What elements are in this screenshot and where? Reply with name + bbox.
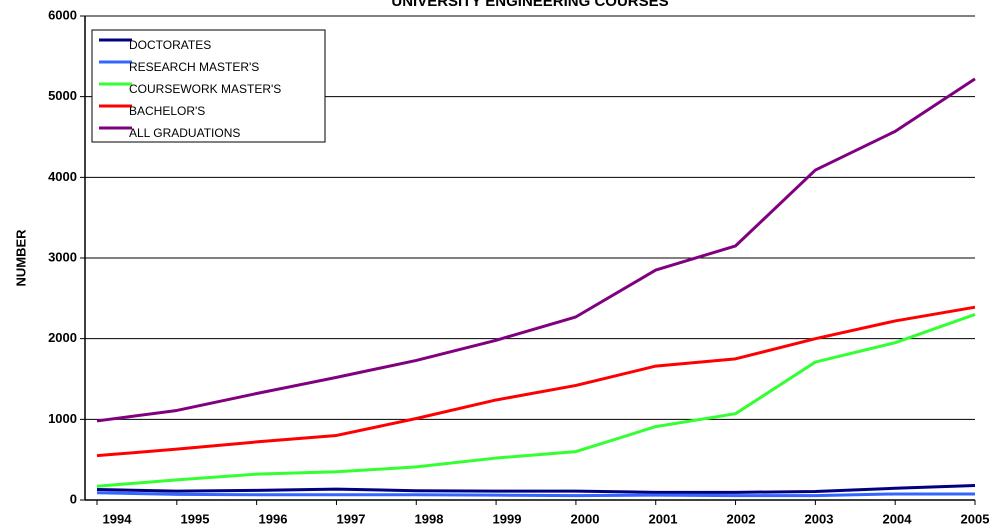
legend-label: ALL GRADUATIONS — [129, 126, 240, 140]
x-tick-label: 2005 — [961, 511, 990, 526]
x-tick-label: 2004 — [883, 511, 913, 526]
chart-title: UNIVERSITY ENGINEERING COURSES — [391, 0, 668, 10]
legend-label: BACHELOR'S — [129, 104, 205, 118]
legend-box — [91, 29, 326, 143]
series-line — [96, 491, 975, 498]
x-tick-label: 2001 — [649, 511, 678, 526]
x-tick-label: 2000 — [571, 511, 600, 526]
x-tick-label: 2003 — [805, 511, 834, 526]
x-tick-label: 1996 — [259, 511, 288, 526]
legend-label: DOCTORATES — [129, 38, 211, 52]
x-tick-label: 2002 — [727, 511, 756, 526]
y-axis-label: NUMBER — [13, 229, 28, 287]
y-tick-label: 0 — [70, 491, 77, 506]
x-tick-label: 1997 — [337, 511, 366, 526]
x-tick-label: 1998 — [415, 511, 444, 526]
y-tick-label: 1000 — [48, 411, 77, 426]
legend-label: COURSEWORK MASTER'S — [129, 82, 281, 96]
series-line — [96, 305, 976, 458]
series-line — [96, 313, 976, 488]
series-line — [96, 77, 976, 423]
series-line — [96, 483, 976, 494]
legend-label: RESEARCH MASTER'S — [129, 60, 259, 74]
y-tick-label: 4000 — [48, 169, 77, 184]
x-tick-label: 1995 — [181, 511, 210, 526]
y-tick-label: 3000 — [48, 249, 77, 264]
y-tick-label: 2000 — [48, 330, 77, 345]
y-tick-label: 5000 — [48, 88, 77, 103]
x-tick-label: 1994 — [103, 511, 133, 526]
y-tick-label: 6000 — [48, 7, 77, 22]
x-tick-label: 1999 — [493, 511, 522, 526]
